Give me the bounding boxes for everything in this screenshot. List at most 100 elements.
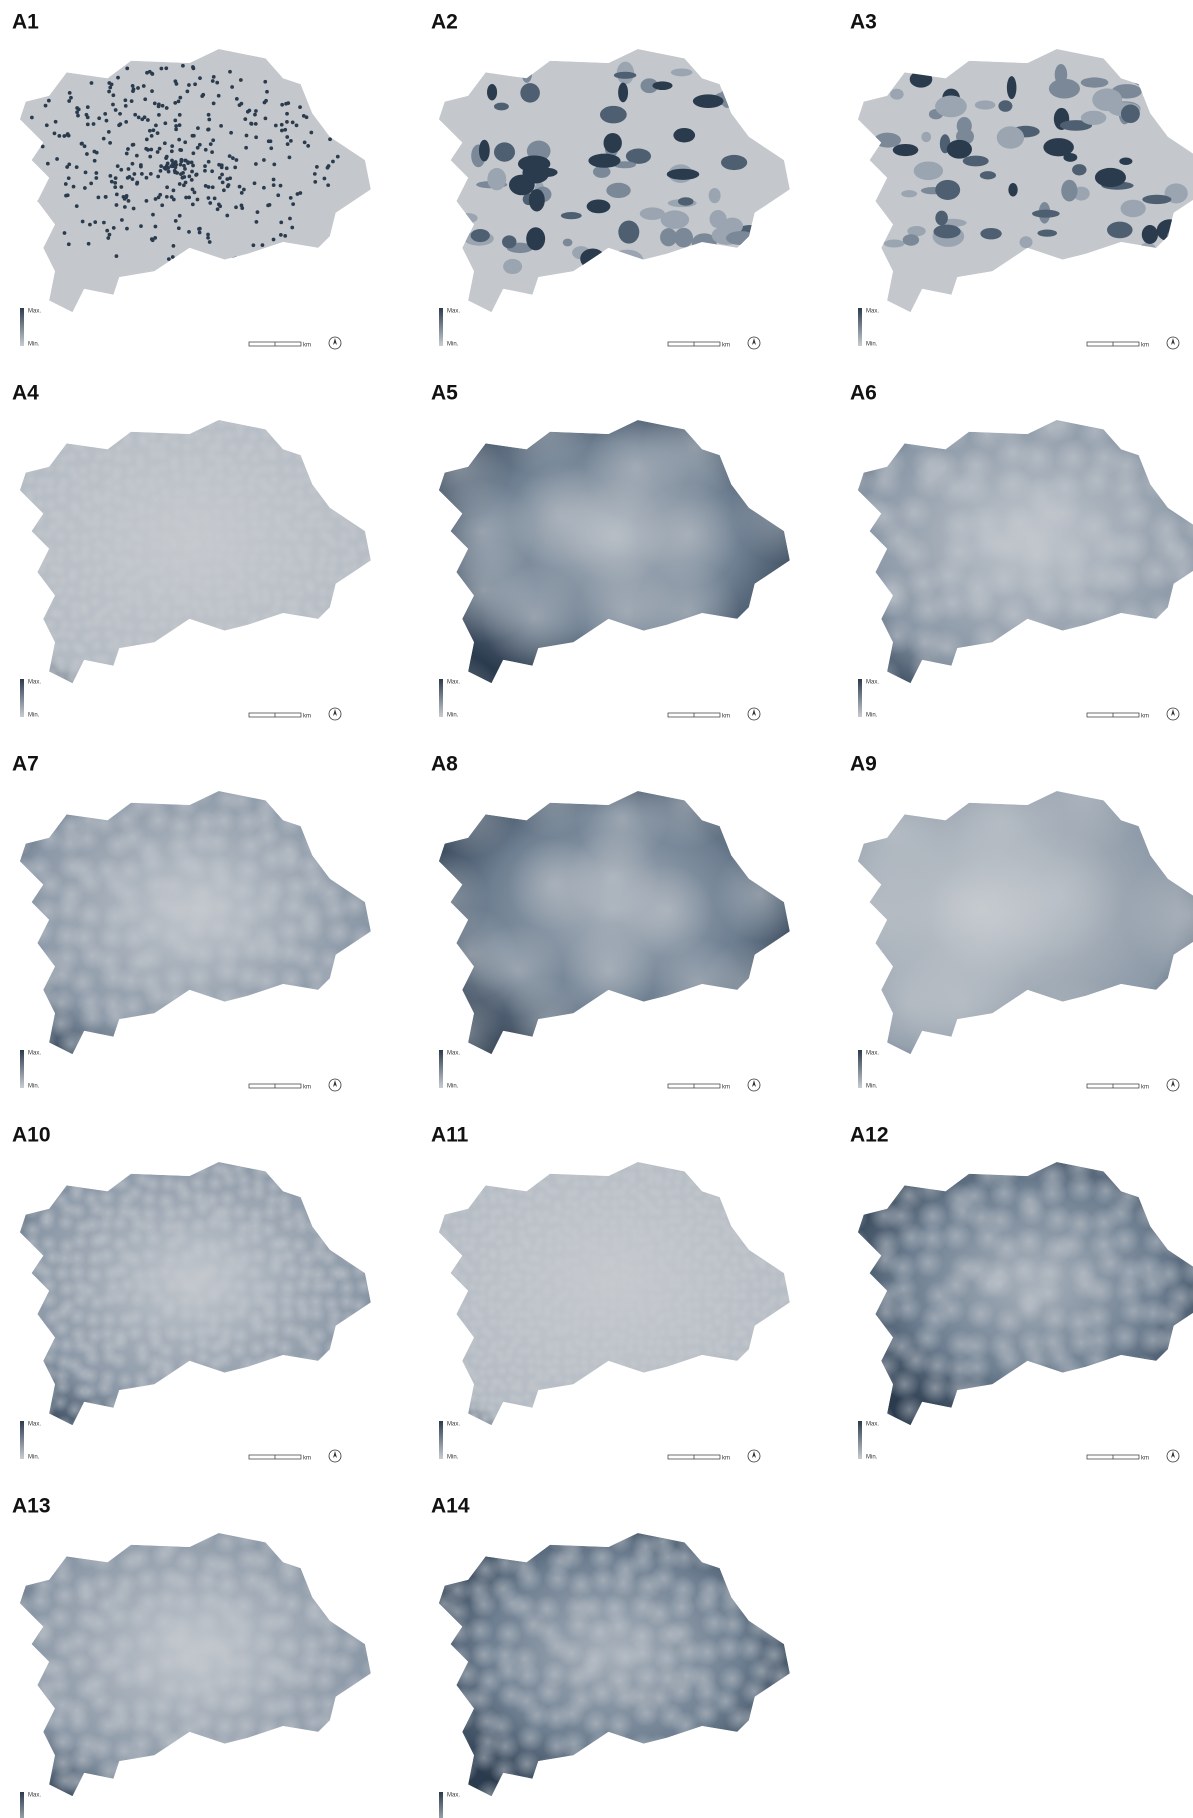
- cell: [194, 1609, 220, 1635]
- cell: [244, 482, 258, 496]
- cell: [236, 650, 250, 664]
- station: [206, 233, 210, 237]
- cell: [506, 1404, 518, 1416]
- district: [1166, 229, 1179, 252]
- cell: [685, 1394, 697, 1406]
- station: [127, 167, 131, 171]
- cell: [559, 1776, 587, 1804]
- district: [661, 210, 689, 229]
- cell: [178, 662, 192, 676]
- cell: [1140, 1183, 1170, 1213]
- cell: [133, 1378, 152, 1397]
- cell: [875, 581, 912, 618]
- station: [145, 137, 149, 141]
- station: [254, 122, 258, 126]
- cell: [362, 419, 376, 433]
- cell: [316, 639, 330, 653]
- cell: [676, 649, 781, 754]
- cell: [465, 1420, 477, 1432]
- cell: [324, 414, 338, 428]
- district: [980, 228, 1001, 239]
- cell: [789, 1395, 801, 1407]
- cell: [559, 1386, 571, 1398]
- cell: [315, 661, 329, 675]
- cell: [765, 1387, 777, 1399]
- cell: [352, 1714, 378, 1740]
- cell: [758, 1236, 770, 1248]
- legend-max: Max.: [28, 309, 41, 315]
- station: [84, 171, 88, 175]
- cell: [564, 1745, 592, 1773]
- cell: [721, 1356, 733, 1368]
- cell: [48, 1797, 74, 1818]
- cell: [274, 1753, 300, 1779]
- cell: [38, 1191, 57, 1210]
- cell: [620, 1410, 632, 1422]
- cell: [787, 1179, 799, 1191]
- cell: [736, 1196, 748, 1208]
- cell: [1168, 1420, 1193, 1450]
- cell: [194, 1768, 220, 1794]
- cell: [126, 1324, 145, 1343]
- cell: [39, 1276, 58, 1295]
- cell: [215, 643, 229, 657]
- cell: [763, 1766, 791, 1794]
- station: [9, 187, 13, 191]
- cell: [708, 1177, 720, 1189]
- cell: [837, 1184, 867, 1214]
- cell: [327, 586, 341, 600]
- scale-unit: km: [303, 1085, 311, 1091]
- cell: [787, 1423, 799, 1435]
- cell: [331, 1565, 357, 1591]
- cell: [58, 417, 72, 431]
- cell: [742, 1401, 754, 1413]
- cell: [144, 1229, 163, 1248]
- station: [182, 264, 186, 268]
- station: [274, 124, 278, 128]
- station: [47, 99, 51, 103]
- cell: [20, 651, 34, 665]
- district: [1081, 111, 1106, 125]
- cell: [768, 1242, 780, 1254]
- cell: [451, 1362, 463, 1374]
- cell: [236, 449, 250, 463]
- station: [144, 147, 148, 151]
- cell: [189, 618, 203, 632]
- station: [139, 165, 143, 169]
- cell: [442, 1346, 454, 1358]
- cell: [344, 593, 358, 607]
- station: [183, 140, 187, 144]
- panel-label: A4: [12, 382, 39, 405]
- cell: [153, 672, 167, 686]
- cell: [370, 1380, 389, 1399]
- cell: [203, 828, 231, 856]
- legend-bar: [439, 308, 443, 346]
- cell: [35, 644, 49, 658]
- station: [272, 162, 276, 166]
- station: [211, 79, 215, 83]
- cell: [154, 642, 168, 656]
- district: [626, 149, 651, 164]
- cell: [493, 1413, 505, 1425]
- cell: [258, 1778, 284, 1804]
- cell: [214, 650, 228, 664]
- station: [132, 207, 136, 211]
- station: [229, 131, 233, 135]
- cell: [718, 1335, 730, 1347]
- cell: [337, 1161, 356, 1180]
- station: [180, 158, 184, 162]
- cell: [1180, 624, 1193, 661]
- cell: [764, 1733, 792, 1761]
- district: [656, 257, 666, 266]
- cell: [270, 629, 284, 643]
- cell: [960, 1375, 990, 1405]
- cell: [30, 1755, 56, 1781]
- cell: [940, 1404, 970, 1434]
- cell: [573, 1405, 585, 1417]
- cell: [847, 413, 884, 450]
- station: [272, 183, 276, 187]
- cell: [495, 1157, 507, 1169]
- cell: [338, 458, 352, 472]
- district: [1020, 236, 1033, 248]
- cell: [316, 651, 330, 665]
